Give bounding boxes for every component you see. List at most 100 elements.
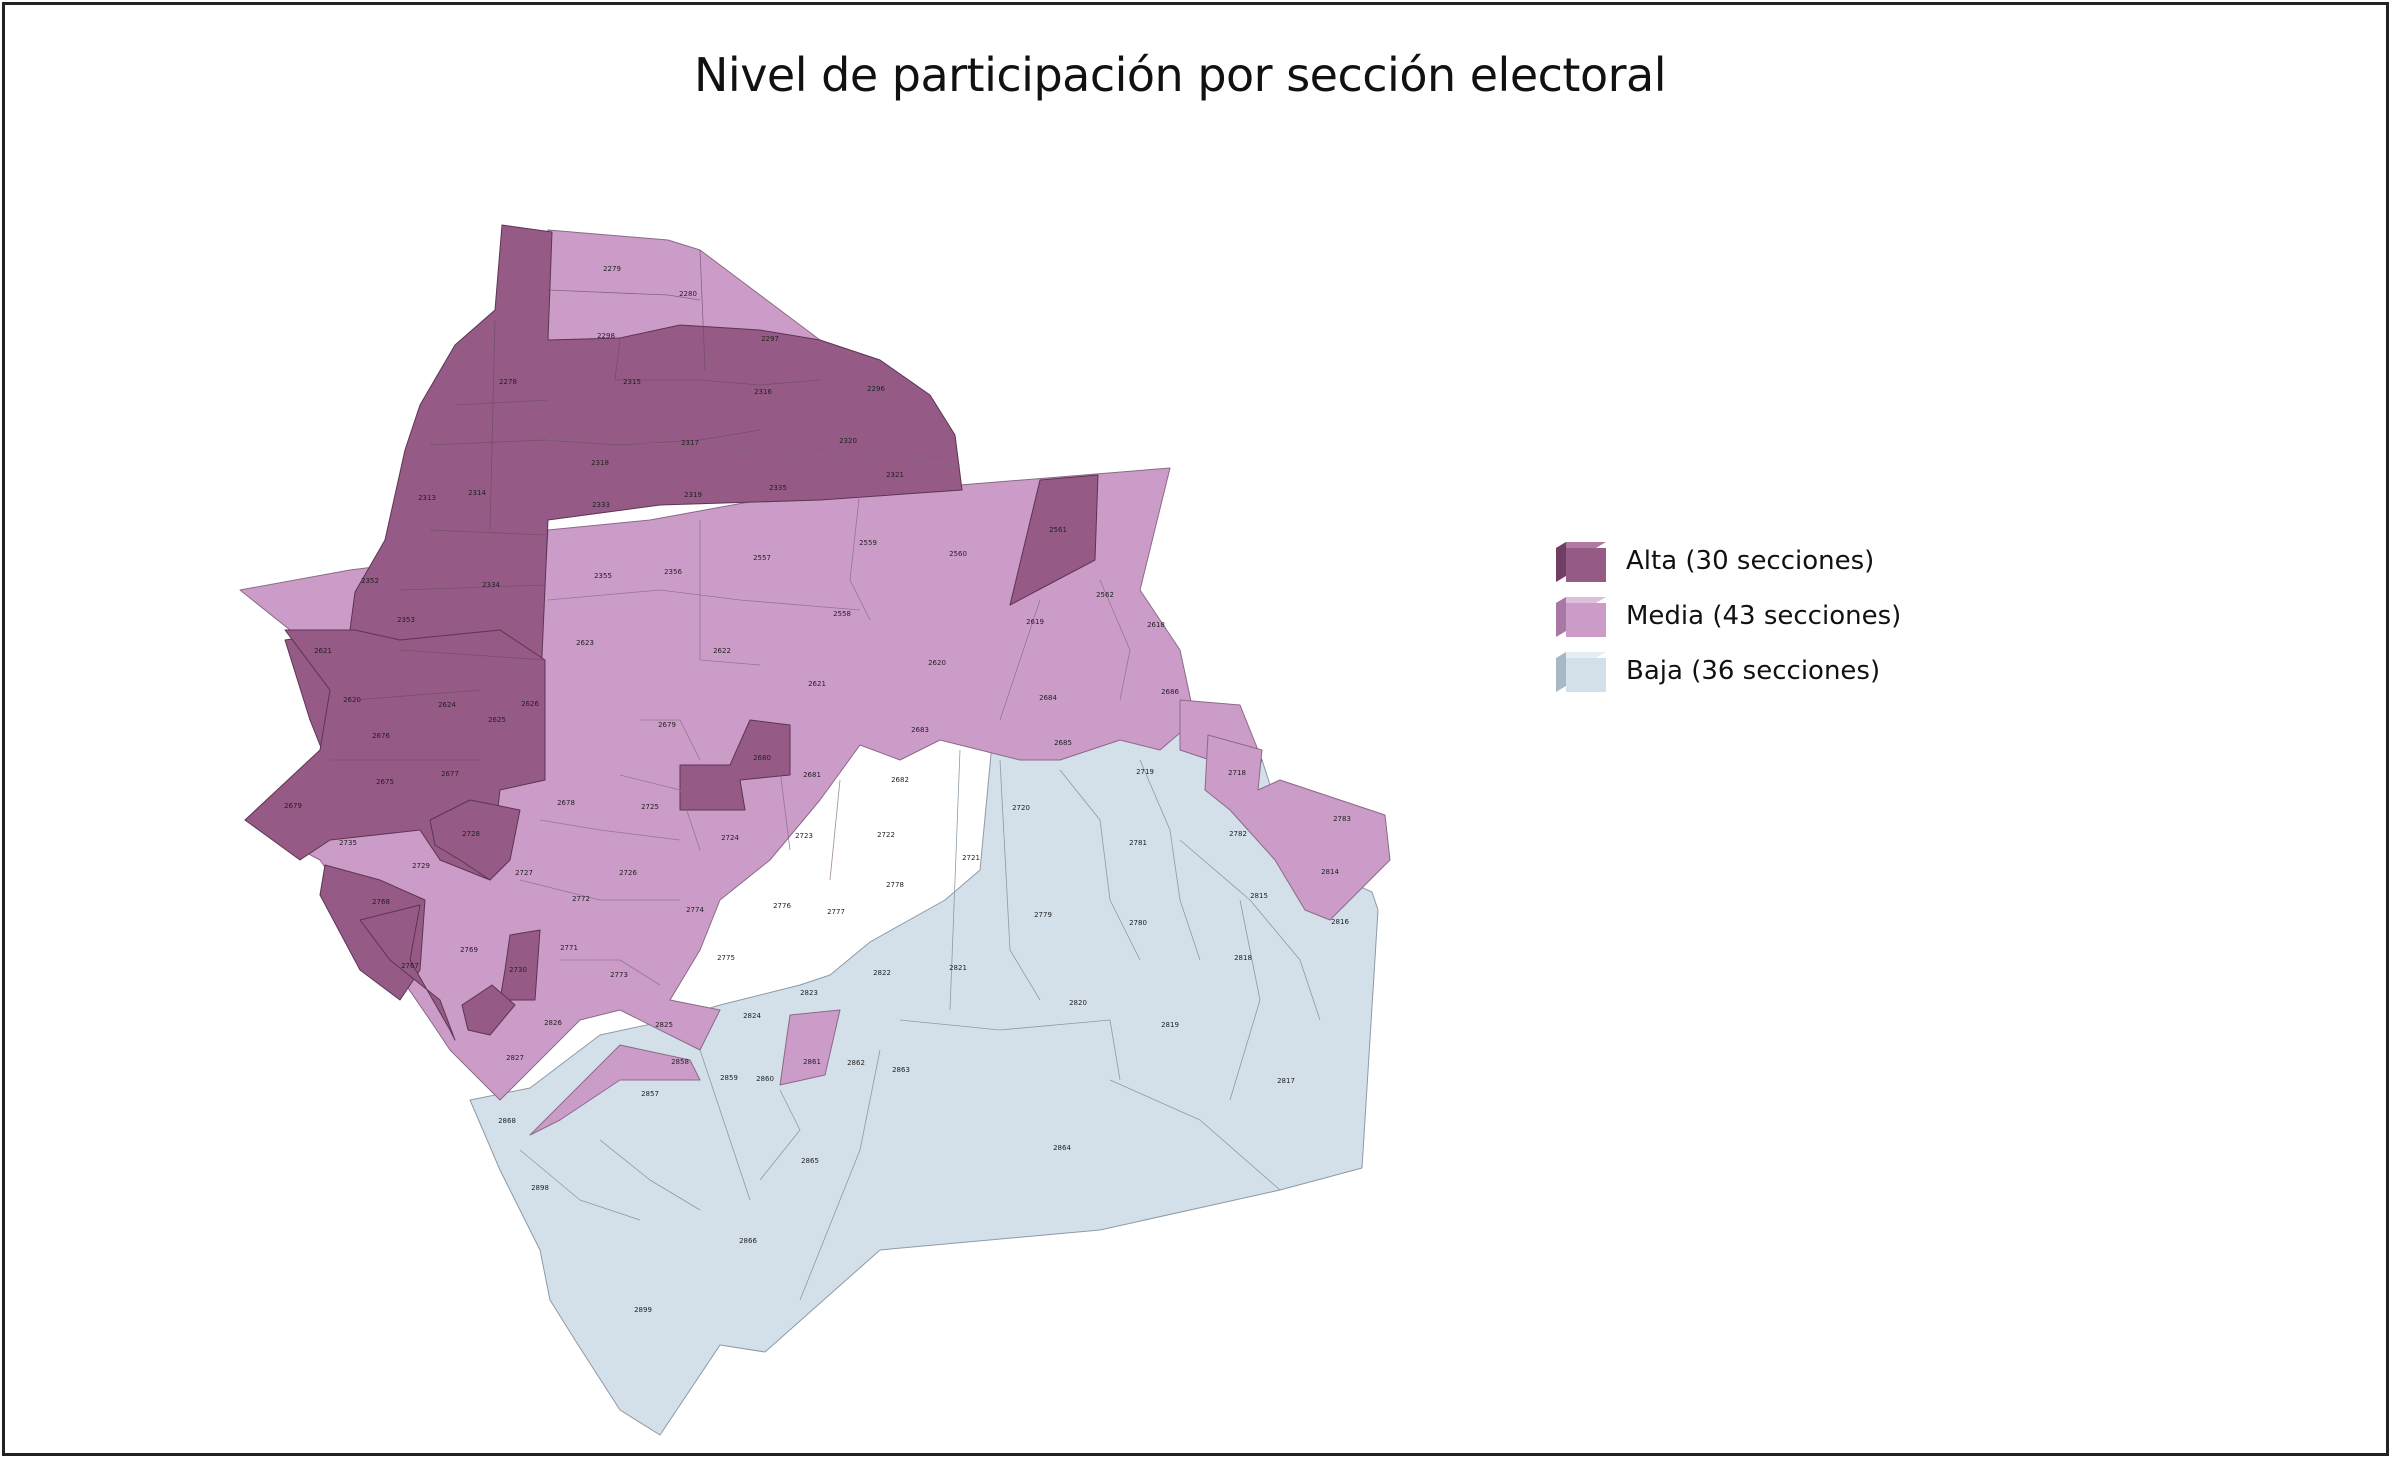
label-2315: 2315 [623, 378, 641, 386]
label-2826: 2826 [544, 1019, 562, 1027]
section-2858 [529, 1044, 701, 1136]
label-2618: 2618 [1147, 621, 1165, 629]
label-2686: 2686 [1161, 688, 1179, 696]
label-2560: 2560 [949, 550, 967, 558]
label-2769: 2769 [460, 946, 478, 954]
label-2858: 2858 [671, 1058, 689, 1066]
label-2680: 2680 [753, 754, 771, 762]
label-2899: 2899 [634, 1306, 652, 1314]
section-2730 [499, 929, 541, 1001]
section-2680 [679, 719, 791, 811]
label-2298: 2298 [597, 332, 615, 340]
label-2782: 2782 [1229, 830, 1247, 838]
label-2861: 2861 [803, 1058, 821, 1066]
label-2778: 2778 [886, 881, 904, 889]
label-2335: 2335 [769, 484, 787, 492]
label-2772: 2772 [572, 895, 590, 903]
label-2898: 2898 [531, 1184, 549, 1192]
label-2562: 2562 [1096, 591, 1114, 599]
legend-label-media: Media (43 secciones) [1626, 601, 1902, 631]
label-2356: 2356 [664, 568, 682, 576]
label-2729: 2729 [412, 862, 430, 870]
label-2279: 2279 [603, 265, 621, 273]
label-2816: 2816 [1331, 918, 1349, 926]
label-2321: 2321 [886, 471, 904, 479]
label-2860: 2860 [756, 1075, 774, 1083]
label-2857: 2857 [641, 1090, 659, 1098]
label-2334: 2334 [482, 581, 500, 589]
label-2320: 2320 [839, 437, 857, 445]
label-2728: 2728 [462, 830, 480, 838]
label-2559: 2559 [859, 539, 877, 547]
label-2685: 2685 [1054, 739, 1072, 747]
label-2864: 2864 [1053, 1144, 1071, 1152]
label-2333: 2333 [592, 501, 610, 509]
label-2620b: 2620 [343, 696, 361, 704]
label-2676: 2676 [372, 732, 390, 740]
region-media-right [1204, 734, 1391, 921]
label-2825: 2825 [655, 1021, 673, 1029]
label-2316: 2316 [754, 388, 772, 396]
label-2679b: 2679 [284, 802, 302, 810]
map-title: Nivel de participación por sección elect… [694, 48, 1666, 102]
label-2863: 2863 [892, 1066, 910, 1074]
label-2777: 2777 [827, 908, 845, 916]
label-2280: 2280 [679, 290, 697, 298]
label-2865: 2865 [801, 1157, 819, 1165]
label-2780: 2780 [1129, 919, 1147, 927]
label-2774: 2774 [686, 906, 704, 914]
label-2781: 2781 [1129, 839, 1147, 847]
label-2818: 2818 [1234, 954, 1252, 962]
label-2621: 2621 [314, 647, 332, 655]
label-2621b: 2621 [808, 680, 826, 688]
label-2771: 2771 [560, 944, 578, 952]
label-2776: 2776 [773, 902, 791, 910]
label-2684: 2684 [1039, 694, 1057, 702]
label-2278: 2278 [499, 378, 517, 386]
label-2626: 2626 [521, 700, 539, 708]
label-2678: 2678 [557, 799, 575, 807]
label-2353: 2353 [397, 616, 415, 624]
section-2561 [1009, 474, 1099, 606]
label-2773: 2773 [610, 971, 628, 979]
label-2726: 2726 [619, 869, 637, 877]
label-2722: 2722 [877, 831, 895, 839]
label-2868: 2868 [498, 1117, 516, 1125]
label-2827: 2827 [506, 1054, 524, 1062]
label-2352: 2352 [361, 577, 379, 585]
label-2296: 2296 [867, 385, 885, 393]
legend-label-baja: Baja (36 secciones) [1626, 656, 1881, 686]
label-2823: 2823 [800, 989, 818, 997]
label-2719: 2719 [1136, 768, 1154, 776]
label-2561: 2561 [1049, 526, 1067, 534]
label-2318: 2318 [591, 459, 609, 467]
cube-swatch-baja [1556, 652, 1606, 692]
label-2824: 2824 [743, 1012, 761, 1020]
cube-swatch-alta [1556, 542, 1606, 582]
label-2624: 2624 [438, 701, 456, 709]
label-2557: 2557 [753, 554, 771, 562]
label-2718: 2718 [1228, 769, 1246, 777]
label-2313: 2313 [418, 494, 436, 502]
label-2735: 2735 [339, 839, 357, 847]
label-2775: 2775 [717, 954, 735, 962]
label-2620: 2620 [928, 659, 946, 667]
label-2767: 2767 [401, 962, 419, 970]
label-2820: 2820 [1069, 999, 1087, 1007]
label-2619: 2619 [1026, 618, 1044, 626]
label-2815: 2815 [1250, 892, 1268, 900]
label-2683: 2683 [911, 726, 929, 734]
label-2558: 2558 [833, 610, 851, 618]
label-2623: 2623 [576, 639, 594, 647]
section-2826b [461, 984, 516, 1036]
cube-swatch-media [1556, 597, 1606, 637]
label-2862: 2862 [847, 1059, 865, 1067]
section-2728 [429, 799, 521, 881]
label-2317: 2317 [681, 439, 699, 447]
legend-label-alta: Alta (30 secciones) [1626, 546, 1875, 576]
label-2779: 2779 [1034, 911, 1052, 919]
label-2727: 2727 [515, 869, 533, 877]
label-2866: 2866 [739, 1237, 757, 1245]
